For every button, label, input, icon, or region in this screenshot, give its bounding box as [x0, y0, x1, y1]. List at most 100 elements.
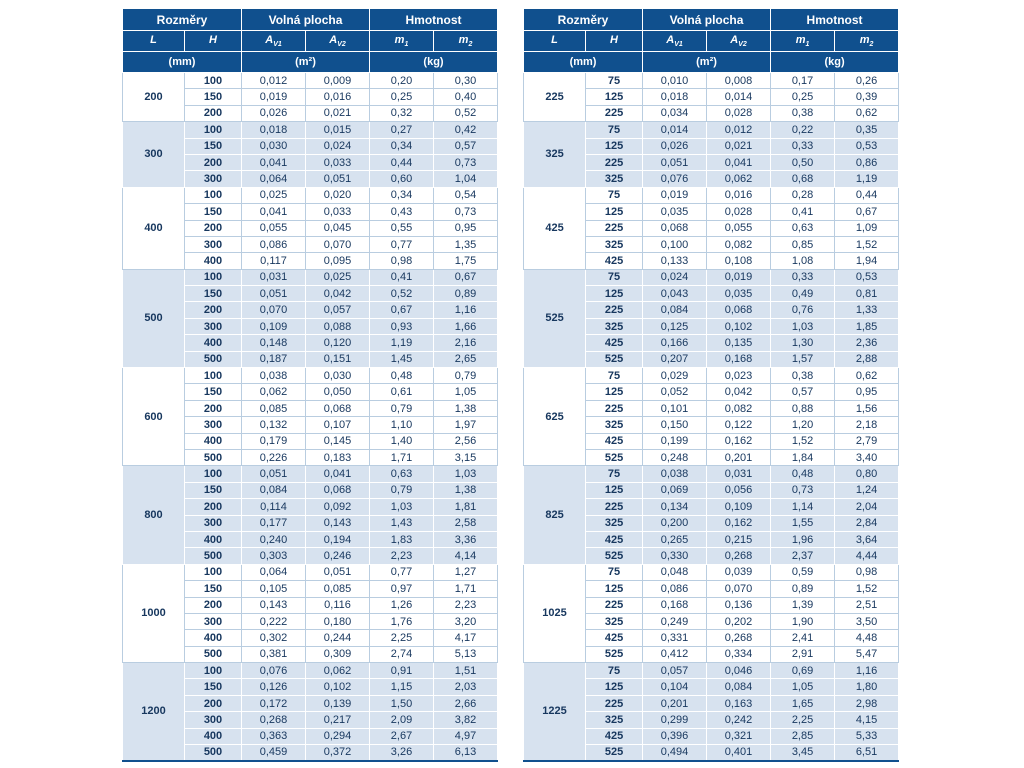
data-row: 425 0,396 0,321 2,85 5,33 [524, 727, 900, 746]
data-value: 1,40 [369, 432, 435, 450]
data-value: 1,51 [433, 662, 499, 680]
data-value: 1,83 [369, 530, 435, 549]
data-value: 0,76 [770, 301, 836, 319]
data-value: 1,96 [770, 530, 836, 549]
data-value: 2,88 [834, 350, 900, 369]
data-value: 0,41 [770, 203, 836, 221]
dimension-H-value: 225 [585, 498, 644, 516]
data-value: 0,029 [642, 367, 708, 385]
data-value: 0,61 [369, 383, 435, 401]
data-value: 0,244 [304, 629, 371, 647]
dimension-H-value: 75 [585, 662, 644, 680]
data-value: 2,03 [433, 678, 499, 696]
data-value: 0,116 [304, 596, 371, 614]
dimension-H-value: 200 [184, 498, 242, 516]
data-row: 425 0,133 0,108 1,08 1,94 [524, 252, 900, 270]
dimension-H-value: 300 [184, 514, 242, 532]
data-value: 0,49 [770, 285, 836, 303]
data-value: 2,23 [433, 596, 499, 614]
dimension-H-value: 400 [184, 629, 242, 647]
dimension-H-value: 400 [184, 252, 242, 270]
data-value: 0,95 [834, 383, 900, 401]
data-value: 1,94 [834, 252, 900, 270]
data-value: 0,014 [706, 88, 772, 106]
data-value: 0,201 [706, 448, 772, 467]
dimension-H-value: 325 [585, 612, 644, 631]
data-value: 0,109 [241, 317, 306, 336]
symbol-m: m [859, 33, 870, 46]
data-value: 2,67 [369, 727, 435, 746]
data-value: 1,14 [770, 498, 836, 516]
header-units-row: (mm) (m²) (kg) [122, 51, 499, 73]
dimension-H-value: 100 [184, 186, 242, 205]
data-row: 800 100 0,051 0,041 0,63 1,03 [122, 465, 499, 565]
data-value: 1,38 [433, 481, 499, 500]
data-row: 125 0,043 0,035 0,49 0,81 [524, 285, 900, 303]
data-value: 0,101 [642, 399, 708, 418]
data-value: 1,03 [433, 465, 499, 483]
data-value: 0,33 [770, 137, 836, 155]
data-row: 150 0,105 0,085 0,97 1,71 [123, 580, 499, 598]
dimension-H-value: 200 [184, 104, 242, 123]
dimension-L-value: 625 [523, 367, 587, 467]
dimension-H-value: 300 [184, 170, 242, 188]
dimension-H-value: 300 [184, 711, 242, 729]
data-value: 0,222 [241, 612, 306, 631]
data-value: 0,26 [834, 71, 900, 90]
data-value: 0,018 [642, 88, 708, 106]
data-value: 0,68 [770, 170, 836, 188]
dimension-L-value: 425 [523, 186, 587, 270]
data-value: 0,021 [706, 137, 772, 155]
data-value: 2,23 [369, 547, 435, 565]
table-body: 225 75 0,010 0,008 0,17 0,26 125 0,018 0,014 0,25… [523, 71, 900, 762]
data-value: 0,026 [642, 137, 708, 155]
data-value: 0,42 [433, 121, 499, 139]
data-value: 0,008 [706, 71, 772, 90]
dimensions-table-right: Rozměry Volná plocha Hmotnost L H AV1 AV… [523, 8, 900, 762]
data-value: 0,068 [304, 481, 371, 500]
data-value: 0,381 [241, 645, 306, 664]
data-value: 1,27 [433, 563, 499, 582]
data-value: 2,25 [770, 711, 836, 729]
data-value: 0,268 [706, 547, 772, 565]
symbol-A: A [329, 33, 338, 46]
data-value: 0,045 [304, 219, 371, 237]
data-value: 0,026 [241, 104, 306, 123]
data-value: 1,09 [834, 219, 900, 237]
data-value: 0,199 [642, 432, 708, 450]
data-value: 2,16 [433, 334, 499, 352]
dimension-H-value: 125 [585, 285, 644, 303]
dimension-H-value: 200 [184, 694, 242, 713]
data-value: 0,97 [369, 580, 435, 598]
col-header-L: L [523, 30, 587, 52]
data-value: 0,85 [770, 235, 836, 254]
data-row: 300 0,177 0,143 1,43 2,58 [123, 514, 499, 532]
dimension-H-value: 300 [184, 416, 242, 434]
data-value: 0,104 [642, 678, 708, 696]
data-value: 0,249 [642, 612, 708, 631]
data-value: 1,71 [433, 580, 499, 598]
data-value: 0,334 [706, 645, 772, 664]
dimension-H-value: 500 [184, 350, 242, 369]
dimension-H-value: 525 [585, 645, 644, 664]
data-row: 525 0,494 0,401 3,45 6,51 [524, 744, 900, 762]
dimension-H-value: 150 [184, 285, 242, 303]
data-value: 0,177 [241, 514, 306, 532]
data-value: 0,27 [369, 121, 435, 139]
symbol-m: m [795, 33, 806, 46]
symbol-Av1-sub: V1 [674, 41, 683, 49]
data-value: 0,81 [834, 285, 900, 303]
symbol-A: A [730, 33, 739, 46]
data-value: 0,79 [369, 481, 435, 500]
dimension-L-value: 800 [122, 465, 185, 565]
data-row: 500 100 0,031 0,025 0,41 0,67 [122, 268, 499, 369]
dimension-H-value: 400 [184, 727, 242, 746]
data-value: 0,108 [706, 252, 772, 270]
symbol-L: L [150, 33, 157, 46]
data-value: 0,009 [304, 71, 371, 90]
data-value: 0,331 [642, 629, 708, 647]
data-value: 1,16 [433, 301, 499, 319]
dimension-L-value: 500 [122, 268, 185, 369]
data-value: 0,041 [241, 153, 306, 172]
data-value: 0,082 [706, 399, 772, 418]
